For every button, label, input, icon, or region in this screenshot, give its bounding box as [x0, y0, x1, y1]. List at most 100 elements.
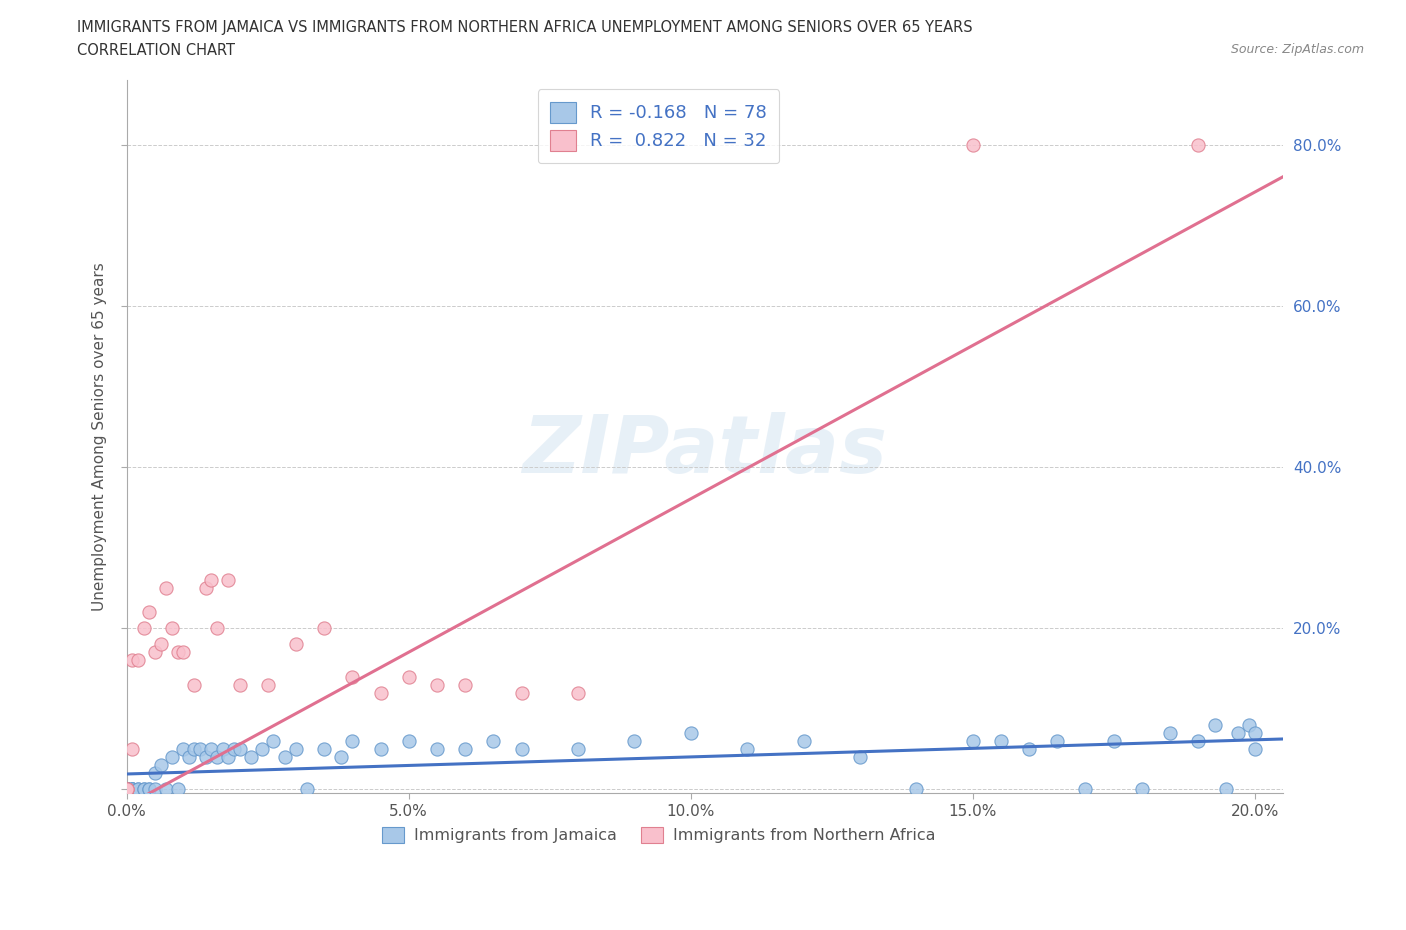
- Point: [284, 741, 307, 756]
- Point: [115, 782, 138, 797]
- Legend: Immigrants from Jamaica, Immigrants from Northern Africa: Immigrants from Jamaica, Immigrants from…: [375, 820, 942, 850]
- Point: [200, 572, 222, 587]
- Point: [342, 734, 364, 749]
- Point: [454, 677, 477, 692]
- Point: [149, 758, 172, 773]
- Point: [250, 741, 273, 756]
- Point: [160, 620, 183, 635]
- Point: [211, 741, 233, 756]
- Point: [273, 750, 295, 764]
- Point: [166, 782, 188, 797]
- Point: [1130, 782, 1153, 797]
- Point: [138, 782, 160, 797]
- Point: [188, 741, 211, 756]
- Point: [127, 653, 149, 668]
- Point: [177, 750, 200, 764]
- Point: [143, 765, 166, 780]
- Point: [172, 741, 194, 756]
- Point: [121, 653, 143, 668]
- Point: [172, 644, 194, 659]
- Point: [398, 734, 420, 749]
- Point: [121, 782, 143, 797]
- Point: [1018, 741, 1040, 756]
- Point: [115, 782, 138, 797]
- Point: [115, 782, 138, 797]
- Point: [228, 741, 250, 756]
- Point: [482, 734, 505, 749]
- Point: [205, 620, 228, 635]
- Point: [330, 750, 353, 764]
- Point: [217, 750, 239, 764]
- Point: [194, 580, 217, 595]
- Point: [127, 782, 149, 797]
- Point: [1204, 717, 1226, 732]
- Point: [679, 725, 702, 740]
- Point: [115, 782, 138, 797]
- Point: [143, 782, 166, 797]
- Point: [115, 782, 138, 797]
- Point: [1237, 717, 1260, 732]
- Point: [115, 782, 138, 797]
- Point: [115, 782, 138, 797]
- Point: [217, 572, 239, 587]
- Point: [849, 750, 872, 764]
- Point: [132, 620, 155, 635]
- Point: [138, 604, 160, 619]
- Point: [510, 741, 533, 756]
- Point: [262, 734, 284, 749]
- Point: [426, 677, 449, 692]
- Point: [990, 734, 1012, 749]
- Point: [115, 782, 138, 797]
- Point: [160, 750, 183, 764]
- Point: [567, 741, 589, 756]
- Point: [1187, 734, 1209, 749]
- Point: [297, 782, 319, 797]
- Point: [1243, 725, 1265, 740]
- Point: [138, 782, 160, 797]
- Point: [284, 637, 307, 652]
- Point: [222, 741, 245, 756]
- Point: [115, 782, 138, 797]
- Point: [735, 741, 758, 756]
- Point: [1243, 741, 1265, 756]
- Point: [792, 734, 814, 749]
- Point: [115, 782, 138, 797]
- Point: [132, 782, 155, 797]
- Text: Source: ZipAtlas.com: Source: ZipAtlas.com: [1230, 43, 1364, 56]
- Point: [623, 734, 645, 749]
- Point: [115, 782, 138, 797]
- Point: [205, 750, 228, 764]
- Point: [143, 644, 166, 659]
- Point: [155, 782, 177, 797]
- Point: [121, 782, 143, 797]
- Text: CORRELATION CHART: CORRELATION CHART: [77, 43, 235, 58]
- Point: [149, 637, 172, 652]
- Point: [314, 620, 336, 635]
- Y-axis label: Unemployment Among Seniors over 65 years: Unemployment Among Seniors over 65 years: [93, 262, 107, 611]
- Point: [166, 644, 188, 659]
- Point: [314, 741, 336, 756]
- Point: [454, 741, 477, 756]
- Point: [115, 782, 138, 797]
- Point: [183, 741, 205, 756]
- Point: [510, 685, 533, 700]
- Point: [194, 750, 217, 764]
- Point: [370, 685, 392, 700]
- Point: [426, 741, 449, 756]
- Point: [342, 669, 364, 684]
- Point: [132, 782, 155, 797]
- Point: [121, 741, 143, 756]
- Point: [200, 741, 222, 756]
- Point: [370, 741, 392, 756]
- Point: [256, 677, 278, 692]
- Point: [1187, 137, 1209, 152]
- Point: [398, 669, 420, 684]
- Point: [905, 782, 928, 797]
- Point: [183, 677, 205, 692]
- Point: [115, 782, 138, 797]
- Point: [121, 782, 143, 797]
- Point: [115, 782, 138, 797]
- Point: [115, 782, 138, 797]
- Point: [1215, 782, 1237, 797]
- Point: [115, 782, 138, 797]
